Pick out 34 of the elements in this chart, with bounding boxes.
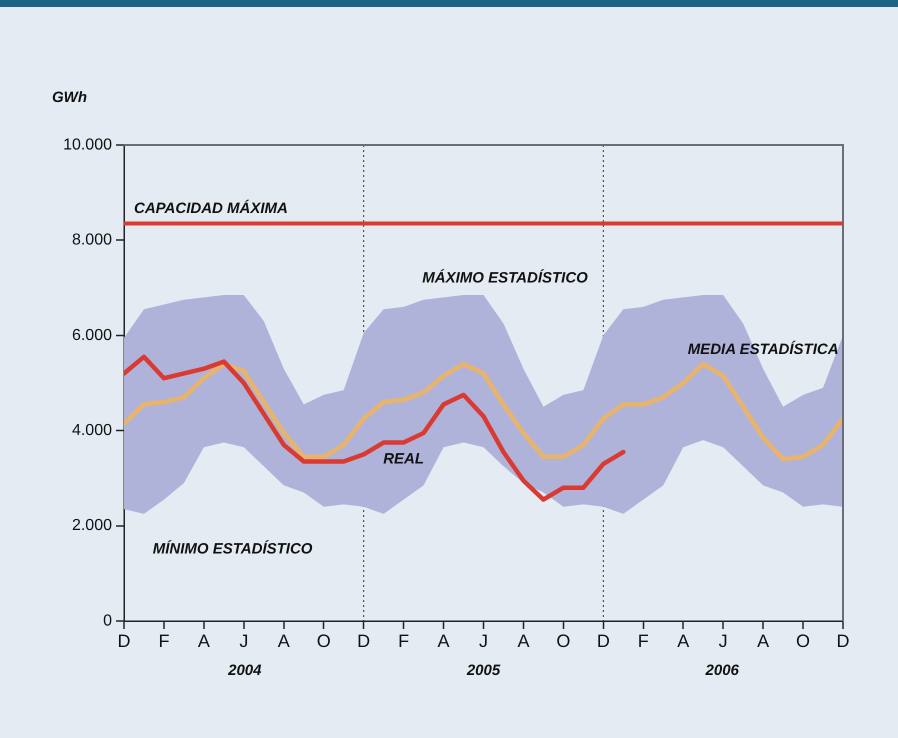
x-tick-label: O: [316, 630, 331, 651]
x-tick-label: J: [479, 630, 488, 651]
x-tick-label: O: [556, 630, 570, 651]
x-tick-label: F: [398, 630, 410, 651]
x-tick-label: A: [757, 630, 770, 651]
x-tick-label: D: [357, 630, 370, 651]
x-tick-label: D: [118, 630, 130, 651]
ref-line-label: CAPACIDAD MÁXIMA: [134, 199, 288, 218]
y-tick-label: 6.000: [72, 326, 112, 344]
x-tick-label: A: [198, 630, 210, 651]
x-tick-label: J: [718, 630, 728, 651]
y-tick-label: 8.000: [72, 232, 112, 249]
x-tick-label: O: [796, 630, 810, 651]
x-tick-label: A: [438, 630, 450, 651]
text: 2005: [466, 662, 501, 680]
y-axis-title: GWh: [52, 89, 87, 106]
text: 2006: [704, 662, 740, 680]
text: 2004: [227, 662, 262, 680]
x-tick-label: D: [836, 630, 850, 651]
x-tick-label: F: [158, 630, 170, 651]
y-tick-label: 10.000: [63, 136, 112, 154]
x-tick-label: A: [517, 630, 530, 651]
x-tick-label: A: [278, 630, 290, 651]
y-tick-label: 2.000: [72, 517, 112, 534]
x-tick-label: A: [677, 630, 690, 651]
series-label: MEDIA ESTADÍSTICA: [688, 340, 839, 358]
y-tick-label: 4.000: [72, 422, 112, 440]
annotation: MÍNIMO ESTADÍSTICO: [152, 540, 313, 558]
series-label: REAL: [383, 450, 424, 468]
x-tick-label: D: [596, 630, 610, 651]
x-tick-label: J: [239, 630, 248, 651]
annotation: MÁXIMO ESTADÍSTICO: [422, 268, 588, 286]
y-tick-label: 0: [103, 612, 112, 630]
x-tick-label: F: [638, 630, 649, 651]
